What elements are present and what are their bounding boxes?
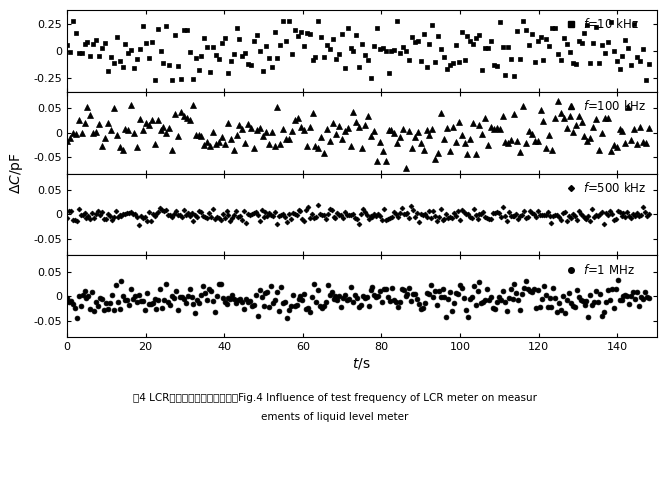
Text: $\Delta C$/pF: $\Delta C$/pF — [8, 153, 25, 194]
Text: $f$=10 kHz: $f$=10 kHz — [583, 17, 639, 31]
Text: $f$=100 kHz: $f$=100 kHz — [583, 99, 647, 113]
Text: $f$=500 kHz: $f$=500 kHz — [583, 181, 647, 195]
Text: 图4 LCR测量频率对液位计的影响Fig.4 Influence of test frequency of LCR meter on measur: 图4 LCR测量频率对液位计的影响Fig.4 Influence of test… — [133, 393, 537, 402]
Text: $f$=1 MHz: $f$=1 MHz — [583, 263, 634, 277]
Text: ements of liquid level meter: ements of liquid level meter — [261, 412, 409, 422]
X-axis label: $t$/s: $t$/s — [352, 356, 371, 372]
